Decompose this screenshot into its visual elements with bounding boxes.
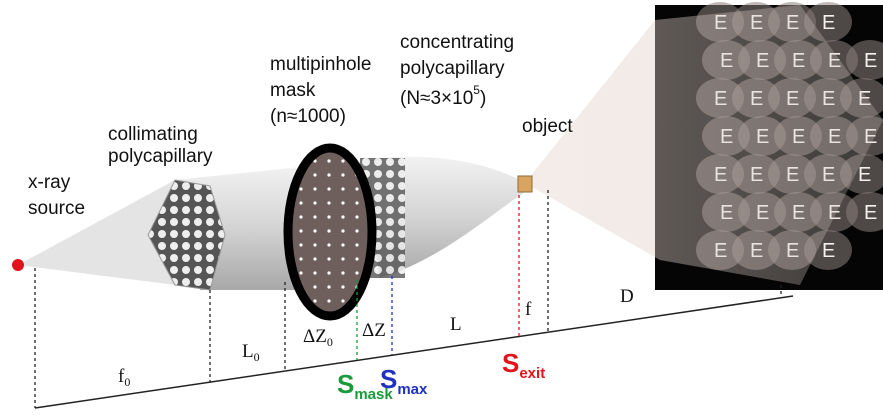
label: x-ray: [28, 172, 71, 193]
diagram: EEEEEEEEEEEEEEEEEEEEEEEEEEEEEEEEE x-ray …: [0, 0, 883, 415]
subscript: 0: [254, 350, 260, 364]
distance-label: f0: [118, 366, 130, 389]
plane-label: Smax: [380, 364, 428, 398]
base: S: [380, 364, 397, 394]
base: S: [337, 369, 354, 399]
base: ΔZ: [303, 326, 327, 347]
distance-label: ΔZ0: [303, 326, 333, 349]
distance-label: f: [525, 299, 532, 320]
label-part: ): [480, 88, 486, 109]
image-letter: E: [822, 240, 835, 262]
distance-label: L0: [242, 341, 260, 364]
image-letter: E: [858, 164, 871, 186]
label: multipinhole: [270, 54, 371, 75]
xray-source: [12, 259, 24, 271]
subscript: exit: [519, 365, 545, 382]
image-letter: E: [864, 202, 877, 224]
label: polycapillary: [108, 146, 213, 167]
label: collimating: [108, 124, 198, 145]
multipinhole-mask: [288, 148, 372, 316]
label-part: (N≈3×10: [400, 88, 473, 109]
distance-label: D: [620, 286, 634, 307]
label: concentrating: [400, 32, 514, 53]
label: source: [28, 198, 85, 219]
subscript: 0: [124, 375, 130, 389]
object: [518, 176, 532, 192]
label: (N≈3×105): [400, 83, 486, 109]
base: S: [502, 348, 519, 378]
image-letter: E: [864, 50, 877, 72]
image-letter: E: [822, 12, 835, 34]
label: (n≈1000): [270, 106, 346, 127]
subscript: max: [397, 381, 428, 398]
subscript: 0: [327, 335, 333, 349]
distance-label: ΔZ: [362, 320, 386, 341]
label: object: [522, 116, 573, 137]
label: polycapillary: [400, 58, 505, 79]
base: L: [242, 341, 254, 362]
plane-label: Sexit: [502, 348, 545, 382]
label: mask: [270, 80, 316, 101]
distance-label: L: [450, 314, 462, 335]
